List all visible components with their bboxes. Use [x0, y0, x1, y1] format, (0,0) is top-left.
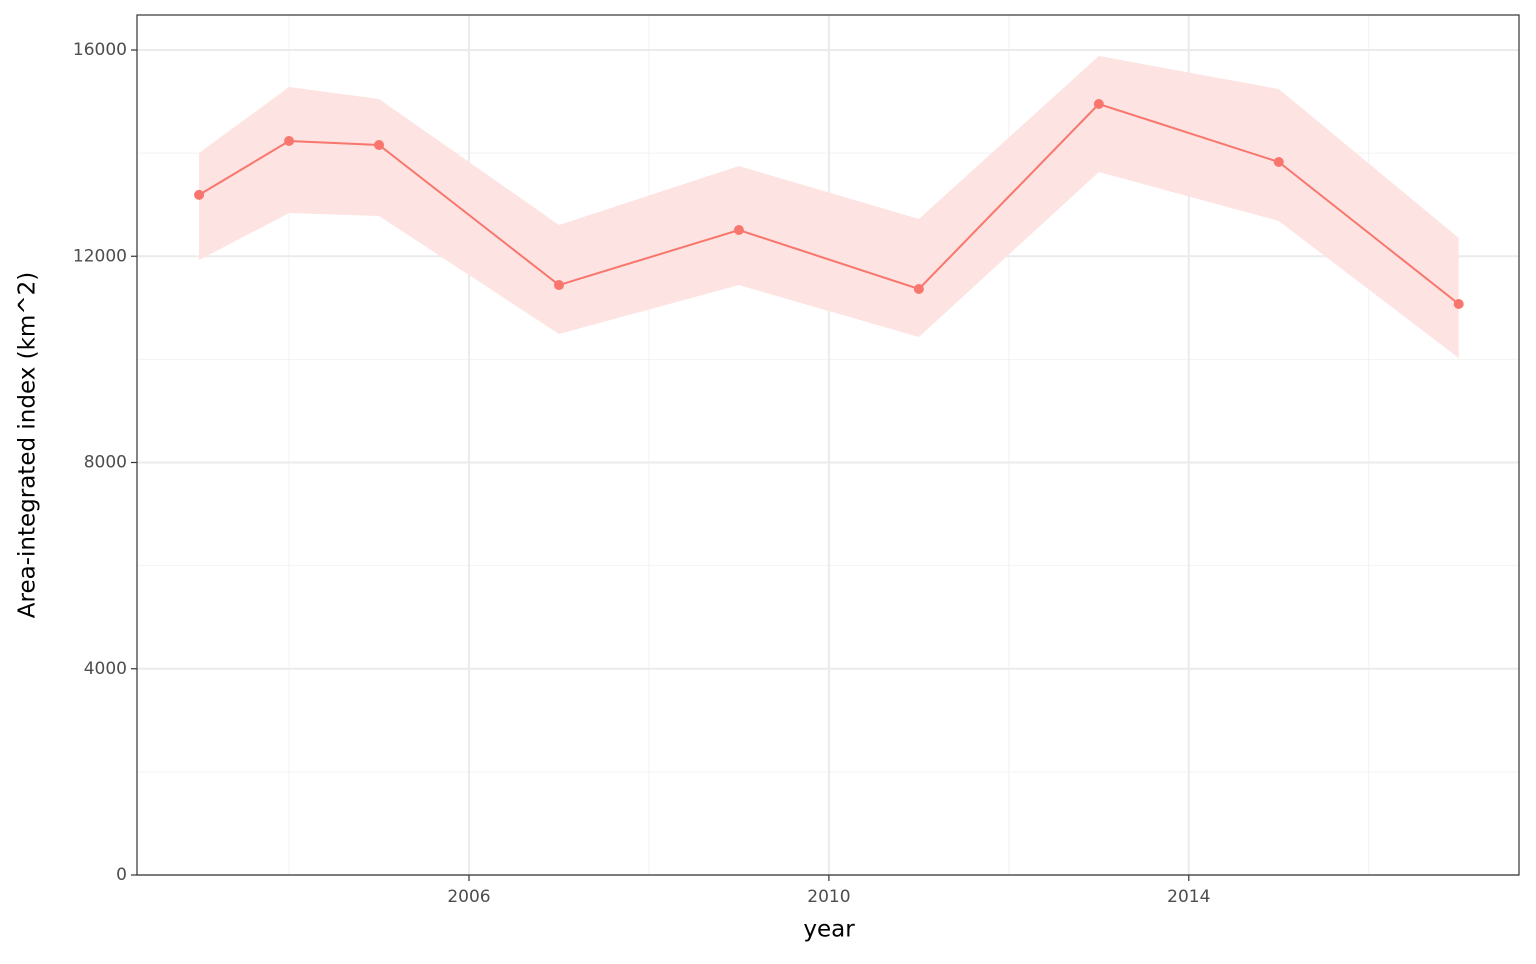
x-tick-label: 2006 [447, 887, 490, 907]
y-tick-label: 16000 [73, 40, 127, 60]
point [194, 189, 205, 200]
y-tick-label: 8000 [84, 453, 127, 473]
point [733, 225, 744, 236]
x-tick-label: 2010 [807, 887, 850, 907]
point [1093, 98, 1104, 109]
point [1453, 299, 1464, 310]
x-axis-title: year [803, 917, 855, 943]
confidence-band [199, 55, 1459, 358]
point [913, 283, 924, 294]
point [374, 139, 385, 150]
point [284, 136, 295, 147]
y-tick-label: 0 [116, 865, 127, 885]
y-tick-label: 12000 [73, 246, 127, 266]
point [1273, 157, 1284, 168]
x-tick-label: 2014 [1167, 887, 1210, 907]
y-axis-title: Area-integrated index (km^2) [15, 272, 41, 618]
y-tick-label: 4000 [84, 659, 127, 679]
point [553, 280, 564, 291]
panel-border [136, 14, 1520, 876]
